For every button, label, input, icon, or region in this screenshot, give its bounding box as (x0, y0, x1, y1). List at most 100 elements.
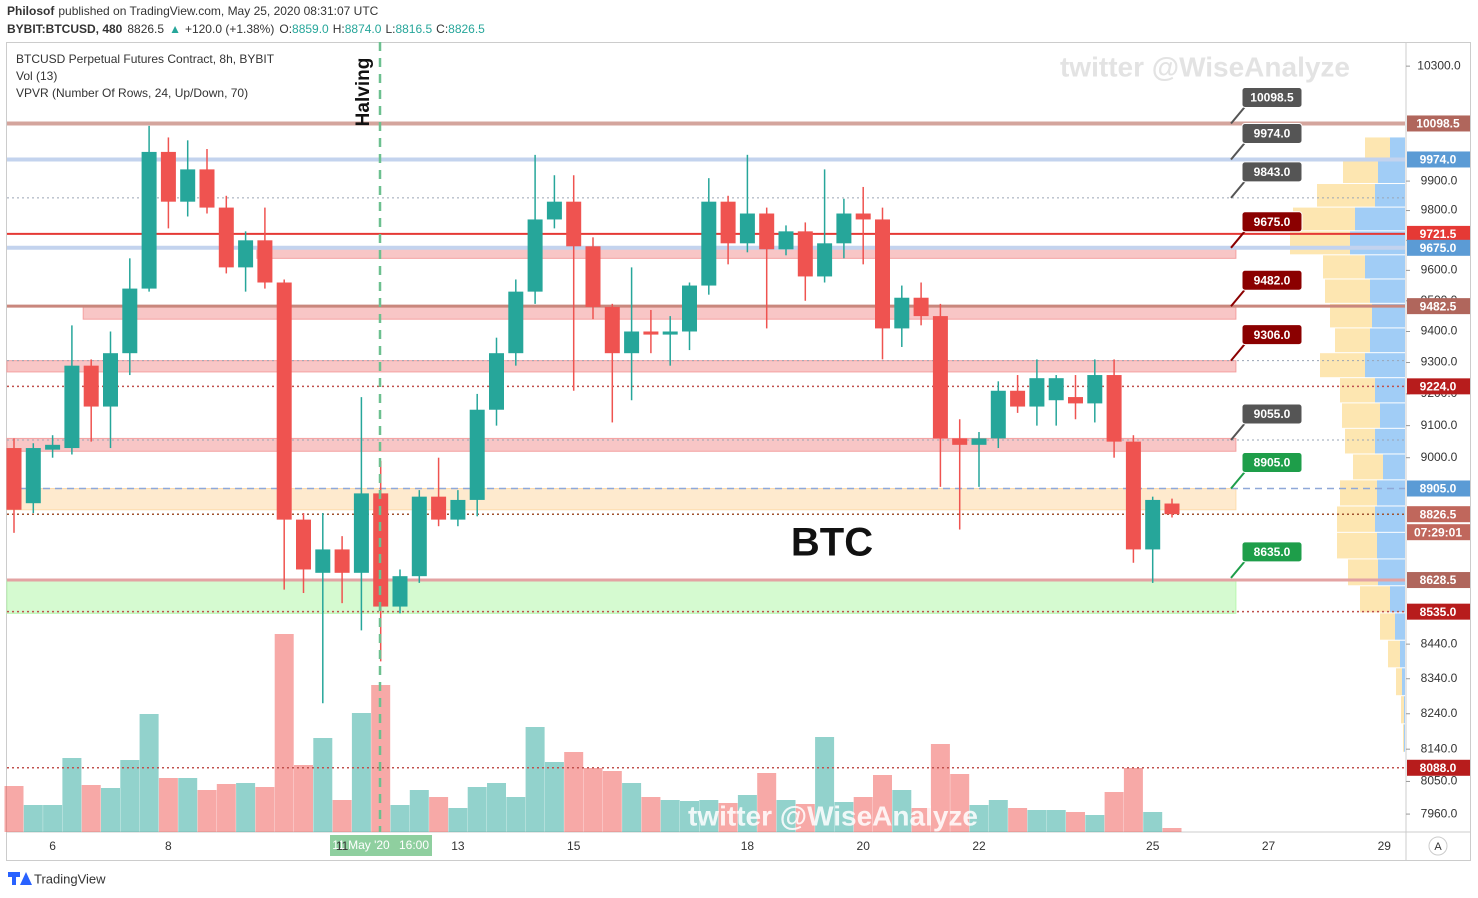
price-label-box (1407, 239, 1470, 256)
volume-bar (757, 773, 777, 832)
candle-body (276, 282, 292, 520)
y-tick-label: 7960.0 (1421, 806, 1458, 820)
volume-bar (873, 775, 892, 832)
vpvr-up (1372, 303, 1405, 328)
auto-scale-label[interactable]: A (1434, 841, 1442, 853)
vpvr-down (1360, 586, 1390, 613)
volume-bar (371, 685, 391, 832)
price-label: 9482.5 (1420, 299, 1457, 313)
candle-body (45, 444, 61, 450)
candle-body (1010, 390, 1026, 407)
vpvr-down (1317, 184, 1375, 207)
volume-bar (1143, 812, 1163, 832)
y-tick-label: 9000.0 (1421, 450, 1458, 464)
candle-body (971, 438, 987, 445)
volume-bar (699, 800, 719, 832)
price-label: 8088.0 (1420, 761, 1457, 775)
candle-body (296, 519, 311, 570)
callout-pointer (1230, 469, 1247, 490)
volume-bar (718, 803, 738, 832)
price-label-box (1407, 298, 1470, 315)
candle-body (373, 493, 389, 607)
callout-pointer (1230, 342, 1247, 362)
price-label-box (1407, 480, 1470, 497)
y-tick-label: 9600.0 (1421, 263, 1458, 277)
vpvr-up (1402, 668, 1405, 696)
c-value: 8826.5 (448, 22, 485, 36)
countdown-box (1407, 524, 1470, 541)
candle-body (392, 576, 408, 607)
callout-pointer (1230, 559, 1247, 579)
volume-bar (120, 760, 140, 832)
volume-bar (1104, 792, 1124, 832)
brand: TradingView (34, 871, 106, 886)
callout-pointer (1230, 179, 1247, 199)
candle-body (411, 496, 427, 577)
volume-bar (622, 783, 642, 832)
callout-box (1241, 161, 1303, 183)
candle-body (1106, 375, 1122, 442)
volume-bar (950, 774, 970, 832)
countdown: 07:29:01 (1414, 525, 1462, 539)
vpvr-up (1377, 480, 1405, 506)
auto-scale-button[interactable] (1428, 836, 1448, 856)
callout-box (1241, 324, 1303, 346)
callout-label: 9306.0 (1254, 328, 1291, 342)
volume-bar (930, 744, 950, 832)
callout-box (1241, 541, 1303, 563)
candle-body (25, 448, 41, 504)
volume-bar (815, 737, 835, 832)
candle-body (817, 243, 833, 277)
price-label: 8905.0 (1420, 482, 1457, 496)
candle-body (797, 231, 813, 277)
callout-box (1241, 403, 1303, 425)
x-tick-label: 29 (1378, 839, 1392, 853)
candle-body (508, 291, 524, 354)
arrow: ▲ (169, 22, 181, 36)
vpvr-up (1404, 724, 1405, 752)
callout-pointer (1230, 140, 1247, 161)
vpvr-down (1293, 207, 1355, 231)
price-label: 8826.5 (1420, 507, 1457, 521)
candle-body (990, 390, 1006, 439)
vpvr-down (1396, 668, 1402, 696)
volume-bar (467, 787, 487, 832)
volume-bar (351, 713, 371, 832)
price-label-box (1407, 378, 1470, 395)
vpvr-down (1345, 428, 1375, 454)
candle-body (218, 207, 234, 268)
callout-label: 9843.0 (1254, 165, 1291, 179)
volume-bar (409, 790, 429, 832)
vpvr-up (1390, 137, 1405, 160)
volume-bar (429, 797, 449, 832)
candle-body (257, 240, 273, 283)
vpvr-up (1375, 378, 1405, 403)
volume-bar (660, 800, 680, 832)
candle-body (759, 213, 775, 250)
candle-body (469, 409, 485, 500)
price-label: 8628.5 (1420, 573, 1457, 587)
zone (6, 487, 1237, 511)
volume-bar (178, 778, 198, 832)
candle-body (682, 285, 697, 332)
candle-body (546, 201, 562, 220)
vpvr-down (1403, 724, 1404, 752)
o-label: O: (279, 22, 292, 36)
volume-bar (390, 805, 410, 832)
vpvr-up (1380, 403, 1405, 428)
vpvr-up (1383, 454, 1405, 480)
last: 8826.5 (127, 22, 164, 36)
candle-body (894, 297, 910, 329)
volume-bar (680, 801, 699, 832)
volume-bar (236, 783, 256, 832)
volume-bar (4, 786, 24, 832)
x-tick-label: 27 (1262, 839, 1276, 853)
c-label: C: (436, 22, 448, 36)
volume-bar (294, 765, 313, 832)
crosshair-time: 16:00 (399, 838, 429, 852)
callout-box (1241, 86, 1303, 108)
y-tick-label: 8340.0 (1421, 671, 1458, 685)
watermark: twitter @WiseAnalyze (1060, 51, 1350, 82)
x-tick-label: 13 (451, 839, 465, 853)
price-label: 9721.5 (1420, 227, 1457, 241)
